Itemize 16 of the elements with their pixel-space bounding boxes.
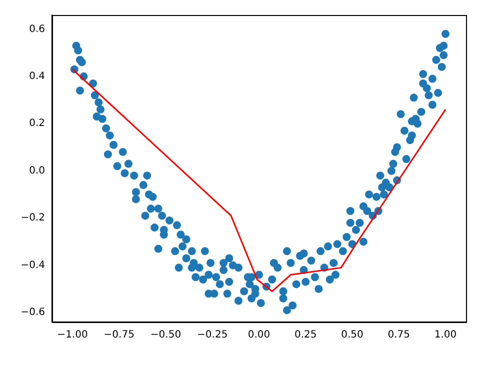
y-tick-label: 0.0 (29, 165, 45, 176)
y-tick-label: −0.2 (20, 212, 45, 224)
x-tick-label: 0.00 (248, 330, 270, 341)
y-tick-label: 0.2 (29, 118, 45, 130)
x-tick-label: −1.00 (57, 330, 88, 341)
y-tick-label: 0.4 (29, 70, 45, 82)
x-tick-label: 0.25 (294, 330, 317, 341)
y-tick-label: −0.6 (20, 307, 45, 318)
y-tick-label: −0.4 (20, 260, 45, 271)
x-tick-label: 0.50 (341, 330, 364, 341)
x-tick-label: 0.75 (388, 330, 410, 341)
x-tick-label: −0.75 (104, 330, 134, 341)
x-tick-label: 1.00 (434, 330, 457, 341)
x-tick-label: −0.50 (150, 330, 182, 341)
x-tick-label: −0.25 (197, 330, 228, 341)
y-tick-label: 0.6 (29, 24, 45, 35)
